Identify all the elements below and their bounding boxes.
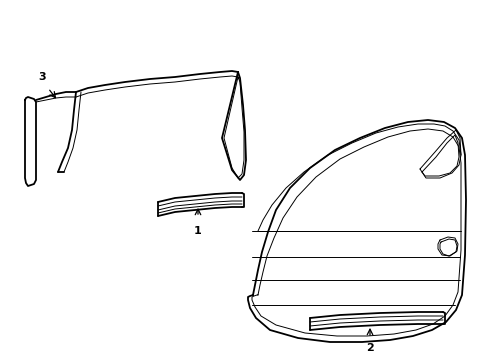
- Text: 3: 3: [38, 72, 46, 82]
- Text: 1: 1: [194, 226, 202, 236]
- Text: 2: 2: [366, 343, 373, 353]
